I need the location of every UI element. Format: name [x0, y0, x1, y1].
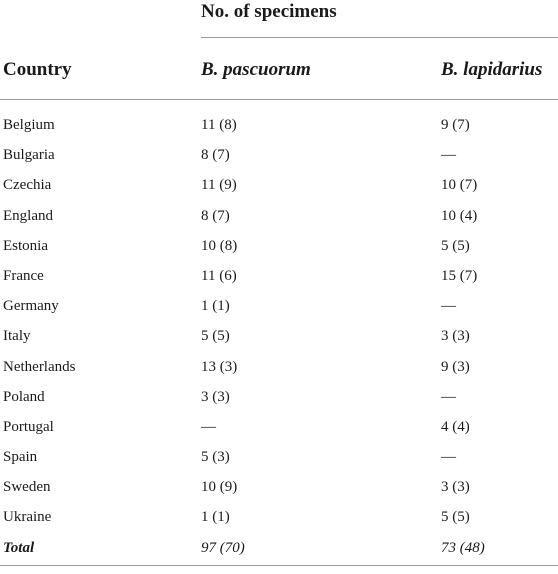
cell-b-lapidarius: 5 (5) — [441, 509, 470, 526]
table-row: Belgium 11 (8) 9 (7) — [0, 110, 558, 140]
table-row: Bulgaria 8 (7) — — [0, 140, 558, 170]
spanner-header: No. of specimens — [201, 1, 337, 22]
table-row: Czechia 11 (9) 10 (7) — [0, 170, 558, 200]
table-row: Poland 3 (3) — — [0, 382, 558, 412]
cell-b-lapidarius: 15 (7) — [441, 267, 478, 284]
cell-b-lapidarius: 5 (5) — [441, 237, 470, 254]
cell-b-lapidarius: 3 (3) — [441, 479, 470, 496]
cell-b-lapidarius: — — [441, 449, 456, 466]
cell-b-lapidarius: — — [441, 298, 456, 315]
cell-country: France — [3, 267, 44, 284]
column-header-b-lapidarius: B. lapidarius — [441, 59, 543, 80]
cell-b-lapidarius: 3 (3) — [441, 328, 470, 345]
cell-b-lapidarius: 10 (4) — [441, 207, 478, 224]
table-row: France 11 (6) 15 (7) — [0, 261, 558, 291]
table-row: Germany 1 (1) — — [0, 291, 558, 321]
cell-b-pascuorum: 5 (5) — [201, 328, 230, 345]
cell-b-lapidarius: 4 (4) — [441, 418, 470, 435]
header-rule — [0, 99, 558, 100]
table-row: Italy 5 (5) 3 (3) — [0, 321, 558, 351]
cell-b-pascuorum: 10 (9) — [201, 479, 238, 496]
cell-b-pascuorum: 11 (9) — [201, 177, 237, 194]
cell-country: Ukraine — [3, 509, 52, 526]
cell-country: Belgium — [3, 117, 55, 133]
cell-country: England — [3, 207, 53, 224]
cell-b-pascuorum: 11 (8) — [201, 117, 237, 133]
column-header-row: Country B. pascuorum B. lapidarius — [0, 55, 558, 85]
total-label: Total — [3, 539, 35, 556]
table-row: Ukraine 1 (1) 5 (5) — [0, 502, 558, 532]
cell-b-lapidarius: 10 (7) — [441, 177, 478, 194]
cell-b-pascuorum: 5 (3) — [201, 449, 230, 466]
column-header-b-pascuorum: B. pascuorum — [201, 59, 311, 80]
cell-country: Czechia — [3, 177, 52, 194]
table-row: England 8 (7) 10 (4) — [0, 201, 558, 231]
table-row: Estonia 10 (8) 5 (5) — [0, 231, 558, 261]
cell-b-lapidarius: 9 (3) — [441, 358, 470, 375]
cell-country: Netherlands — [3, 358, 76, 375]
cell-country: Italy — [3, 328, 31, 345]
table-body: Belgium 11 (8) 9 (7) Bulgaria 8 (7) — Cz… — [0, 110, 558, 563]
total-b-pascuorum: 97 (70) — [201, 539, 245, 556]
cell-country: Estonia — [3, 237, 48, 254]
table-row: Sweden 10 (9) 3 (3) — [0, 472, 558, 502]
cell-b-pascuorum: 1 (1) — [201, 298, 230, 315]
total-b-lapidarius: 73 (48) — [441, 539, 485, 556]
cell-b-pascuorum: 10 (8) — [201, 237, 238, 254]
cell-country: Poland — [3, 388, 45, 405]
spanner-rule — [201, 37, 558, 38]
column-header-country: Country — [3, 59, 72, 80]
cell-country: Bulgaria — [3, 147, 55, 164]
table-row: Netherlands 13 (3) 9 (3) — [0, 352, 558, 382]
cell-b-pascuorum: 8 (7) — [201, 207, 230, 224]
cell-b-pascuorum: 8 (7) — [201, 147, 230, 164]
cell-country: Portugal — [3, 418, 54, 435]
total-row: Total 97 (70) 73 (48) — [0, 533, 558, 563]
table-row: Portugal — 4 (4) — [0, 412, 558, 442]
cell-country: Spain — [3, 449, 38, 466]
cell-b-pascuorum: 11 (6) — [201, 267, 237, 284]
cell-b-lapidarius: — — [441, 388, 456, 405]
cell-country: Sweden — [3, 479, 51, 496]
cell-b-lapidarius: 9 (7) — [441, 117, 470, 133]
footer-rule — [0, 565, 558, 566]
cell-country: Germany — [3, 298, 59, 315]
cell-b-pascuorum: 3 (3) — [201, 388, 230, 405]
cell-b-lapidarius: — — [441, 147, 456, 164]
cell-b-pascuorum: 13 (3) — [201, 358, 238, 375]
table-row: Spain 5 (3) — — [0, 442, 558, 472]
cell-b-pascuorum: — — [201, 418, 216, 435]
cell-b-pascuorum: 1 (1) — [201, 509, 230, 526]
